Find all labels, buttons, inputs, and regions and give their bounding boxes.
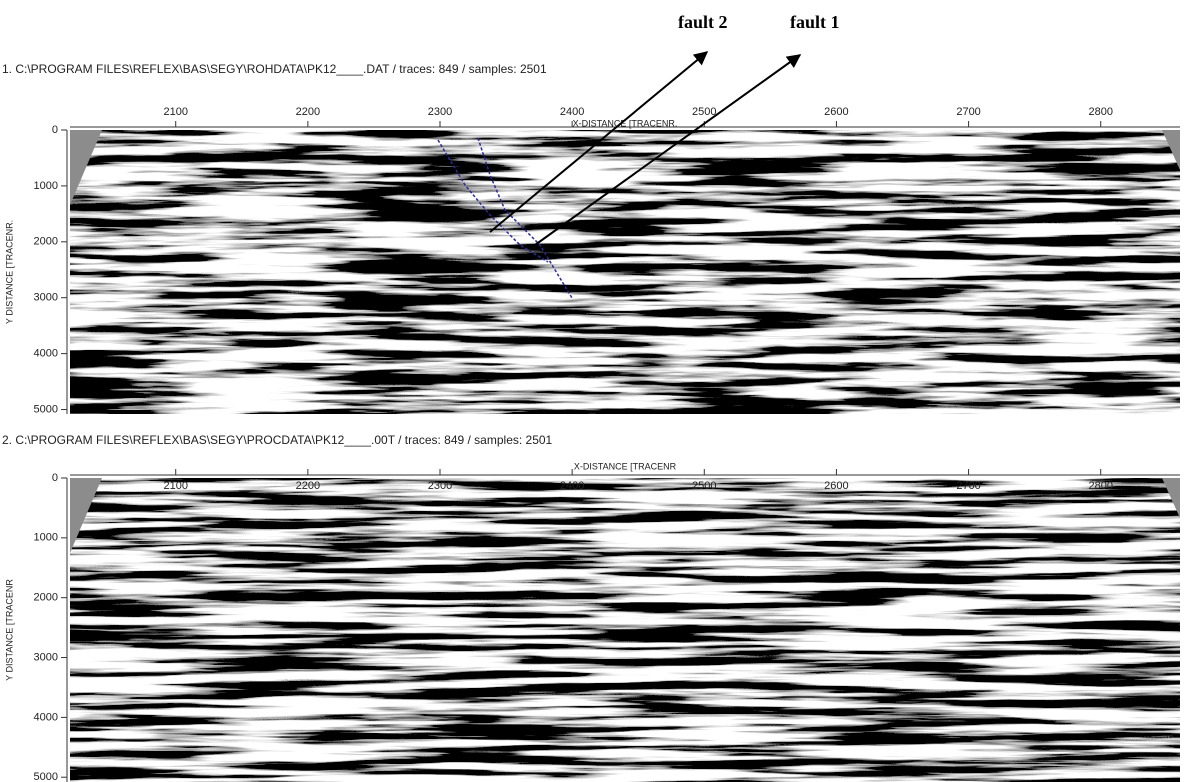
x-tick-label: 2600 xyxy=(824,106,848,118)
x-tick-label: 2400 xyxy=(560,106,584,118)
screenshot: 1. C:\PROGRAM FILES\REFLEX\BAS\SEGY\ROHD… xyxy=(0,0,1184,782)
y-tick-label: 0 xyxy=(52,124,58,136)
panel-header: 1. C:\PROGRAM FILES\REFLEX\BAS\SEGY\ROHD… xyxy=(2,62,547,76)
panels: 1. C:\PROGRAM FILES\REFLEX\BAS\SEGY\ROHD… xyxy=(2,62,1180,782)
seismic-section xyxy=(70,130,1180,414)
y-tick-label: 1000 xyxy=(34,180,58,192)
annotation: fault 2 xyxy=(678,12,728,32)
x-tick-label: 2300 xyxy=(428,480,452,492)
x-tick-label: 2500 xyxy=(692,106,716,118)
x-tick-label: 2500 xyxy=(692,480,716,492)
y-tick-label: 0 xyxy=(52,472,58,484)
y-tick-label: 2000 xyxy=(34,592,58,604)
x-tick-label: 2600 xyxy=(824,480,848,492)
seismic-section xyxy=(70,478,1180,782)
y-tick-label: 5000 xyxy=(34,771,58,782)
y-tick-label: 3000 xyxy=(34,651,58,663)
y-tick-label: 5000 xyxy=(34,403,58,415)
x-tick-label: 2100 xyxy=(163,106,187,118)
x-tick-label: 2200 xyxy=(296,106,320,118)
y-tick-label: 3000 xyxy=(34,292,58,304)
panel-header: 2. C:\PROGRAM FILES\REFLEX\BAS\SEGY\PROC… xyxy=(2,433,553,447)
x-tick-label: 2700 xyxy=(956,480,980,492)
y-tick-label: 2000 xyxy=(34,236,58,248)
y-axis-label: Y DISTANCE [TRACENR. xyxy=(4,220,14,324)
y-tick-label: 1000 xyxy=(34,532,58,544)
annotation: fault 1 xyxy=(790,12,840,32)
x-tick-label: 2800 xyxy=(1088,480,1112,492)
y-tick-label: 4000 xyxy=(34,711,58,723)
x-tick-label: 2200 xyxy=(296,480,320,492)
y-axis-label: Y DISTANCE [TRACENR xyxy=(4,579,14,681)
x-tick-label: 2100 xyxy=(163,480,187,492)
y-tick-label: 4000 xyxy=(34,348,58,360)
x-axis-label: X-DISTANCE [TRACENR xyxy=(574,461,677,471)
x-tick-label: 2400 xyxy=(560,480,584,492)
x-tick-label: 2700 xyxy=(956,106,980,118)
x-tick-label: 2300 xyxy=(428,106,452,118)
x-tick-label: 2800 xyxy=(1088,106,1112,118)
